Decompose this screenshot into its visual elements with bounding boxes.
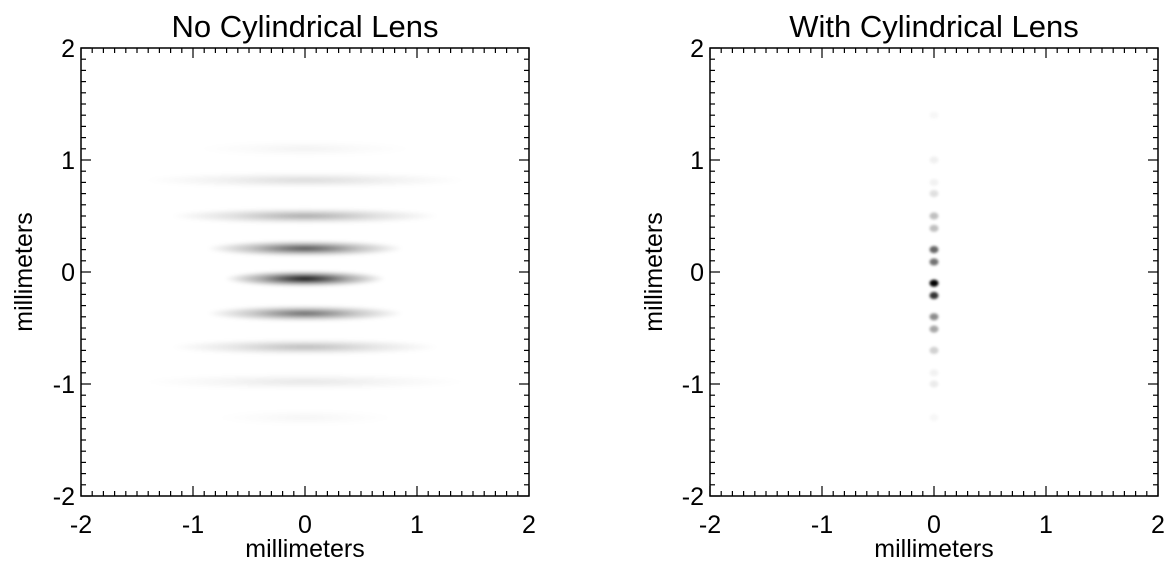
x-tick-label: 0 bbox=[298, 511, 312, 539]
diffraction-spot bbox=[929, 156, 939, 164]
x-tick-label: 2 bbox=[1151, 511, 1165, 539]
y-tick-label: -2 bbox=[682, 483, 704, 511]
diffraction-spot bbox=[929, 246, 939, 254]
y-tick-label: 2 bbox=[690, 35, 704, 63]
left-chart-title: No Cylindrical Lens bbox=[171, 9, 438, 44]
diffraction-spot bbox=[929, 258, 939, 266]
y-tick-label: -1 bbox=[53, 371, 75, 399]
y-tick-label: 0 bbox=[690, 259, 704, 287]
right-heatmap bbox=[929, 112, 939, 421]
right-axis-ticks bbox=[709, 47, 1159, 497]
right-y-tick-labels: -2 -1 0 1 2 bbox=[682, 35, 704, 511]
diffraction-spot bbox=[929, 346, 939, 354]
fringe-band bbox=[170, 208, 440, 224]
left-panel: No Cylindrical Lens -2 -1 0 1 2 -2 -1 0 1 2 mill… bbox=[10, 9, 536, 563]
x-tick-label: 2 bbox=[522, 511, 536, 539]
x-tick-label: -2 bbox=[699, 511, 721, 539]
diffraction-spot bbox=[929, 190, 939, 198]
right-chart-title: With Cylindrical Lens bbox=[789, 9, 1078, 44]
left-x-axis-label: millimeters bbox=[245, 535, 364, 563]
fringe-band bbox=[215, 409, 395, 426]
diffraction-spot bbox=[929, 279, 939, 287]
fringe-band bbox=[143, 172, 467, 188]
x-tick-label: 1 bbox=[1039, 511, 1053, 539]
y-tick-label: 1 bbox=[690, 147, 704, 175]
left-y-axis-label: millimeters bbox=[10, 212, 38, 331]
diffraction-spot bbox=[930, 414, 939, 421]
diffraction-spot bbox=[930, 112, 939, 119]
fringe-band bbox=[143, 373, 467, 390]
fringe-band bbox=[224, 270, 386, 287]
diffraction-spot bbox=[929, 369, 939, 377]
diffraction-spot bbox=[929, 291, 939, 300]
right-x-axis-label: millimeters bbox=[874, 535, 993, 563]
fringe-band bbox=[206, 305, 404, 322]
right-y-axis-label: millimeters bbox=[640, 212, 668, 331]
left-x-tick-labels: -2 -1 0 1 2 bbox=[70, 511, 536, 539]
y-tick-label: 1 bbox=[61, 147, 75, 175]
left-axis-ticks bbox=[80, 47, 530, 497]
fringe-band bbox=[206, 240, 404, 257]
right-x-tick-labels: -2 -1 0 1 2 bbox=[699, 511, 1165, 539]
x-tick-label: -1 bbox=[811, 511, 833, 539]
y-tick-label: 0 bbox=[61, 259, 75, 287]
y-tick-label: -2 bbox=[53, 483, 75, 511]
diffraction-spot bbox=[929, 325, 939, 333]
diffraction-spot bbox=[929, 224, 939, 232]
fringe-band bbox=[170, 339, 440, 355]
left-heatmap bbox=[143, 140, 467, 426]
left-y-tick-labels: -2 -1 0 1 2 bbox=[53, 35, 75, 511]
diffraction-spot bbox=[929, 178, 939, 186]
fringe-band bbox=[197, 140, 413, 157]
diffraction-spot bbox=[929, 313, 939, 321]
y-tick-label: -1 bbox=[682, 371, 704, 399]
y-tick-label: 2 bbox=[61, 35, 75, 63]
x-tick-label: -1 bbox=[182, 511, 204, 539]
diffraction-spot bbox=[929, 380, 939, 388]
right-panel: With Cylindrical Lens -2 -1 0 1 2 -2 -1 0 1 2 mi… bbox=[640, 9, 1165, 563]
x-tick-label: -2 bbox=[70, 511, 92, 539]
x-tick-label: 1 bbox=[410, 511, 424, 539]
x-tick-label: 0 bbox=[927, 511, 941, 539]
diffraction-spot bbox=[929, 212, 939, 220]
